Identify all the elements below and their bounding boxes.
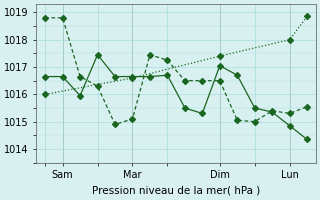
X-axis label: Pression niveau de la mer( hPa ): Pression niveau de la mer( hPa ) bbox=[92, 186, 260, 196]
